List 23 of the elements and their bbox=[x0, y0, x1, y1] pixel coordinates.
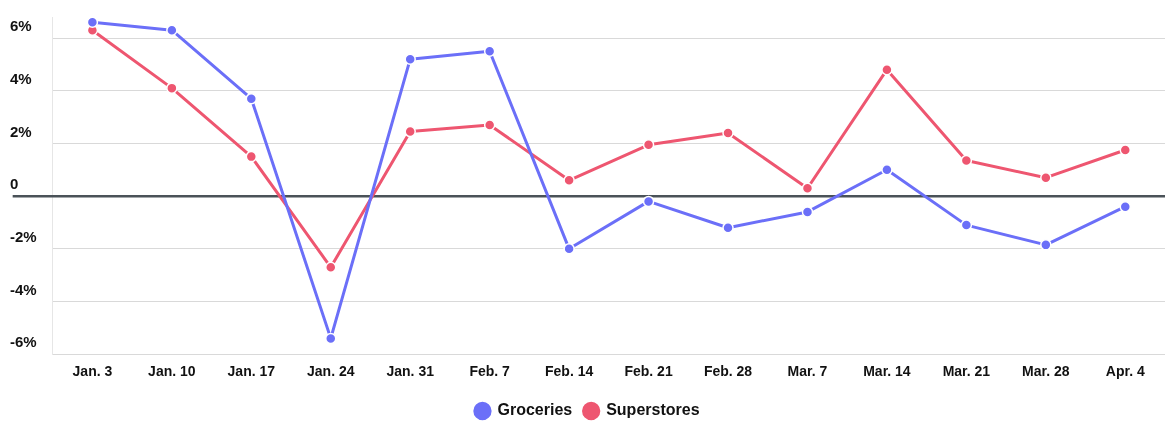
y-tick-label: 0 bbox=[10, 175, 19, 193]
x-tick-label: Jan. 17 bbox=[227, 363, 276, 380]
y-tick-label: -6% bbox=[10, 333, 37, 351]
y-tick-label: -2% bbox=[10, 227, 37, 245]
x-tick-label: Mar. 14 bbox=[863, 363, 911, 380]
x-tick-label: Jan. 10 bbox=[148, 363, 196, 380]
x-tick-label: Mar. 21 bbox=[942, 363, 991, 380]
x-tick-label: Mar. 7 bbox=[787, 363, 828, 380]
legend-label: Superstores bbox=[606, 401, 700, 419]
x-tick-label: Jan. 31 bbox=[386, 363, 435, 380]
legend-label: Groceries bbox=[497, 401, 573, 419]
x-tick-label: Feb. 21 bbox=[624, 363, 673, 380]
y-tick-label: -4% bbox=[10, 280, 37, 298]
y-tick-label: 6% bbox=[10, 17, 32, 35]
x-tick-label: Feb. 28 bbox=[703, 363, 753, 380]
x-tick-label: Jan. 24 bbox=[307, 363, 355, 380]
x-tick-label: Jan. 3 bbox=[72, 363, 113, 380]
y-tick-label: 4% bbox=[10, 69, 32, 87]
x-tick-label: Apr. 4 bbox=[1105, 363, 1145, 380]
y-tick-label: 2% bbox=[10, 122, 32, 140]
x-tick-label: Mar. 28 bbox=[1022, 363, 1070, 380]
x-tick-label: Feb. 7 bbox=[469, 363, 511, 380]
x-tick-label: Feb. 14 bbox=[544, 363, 594, 380]
